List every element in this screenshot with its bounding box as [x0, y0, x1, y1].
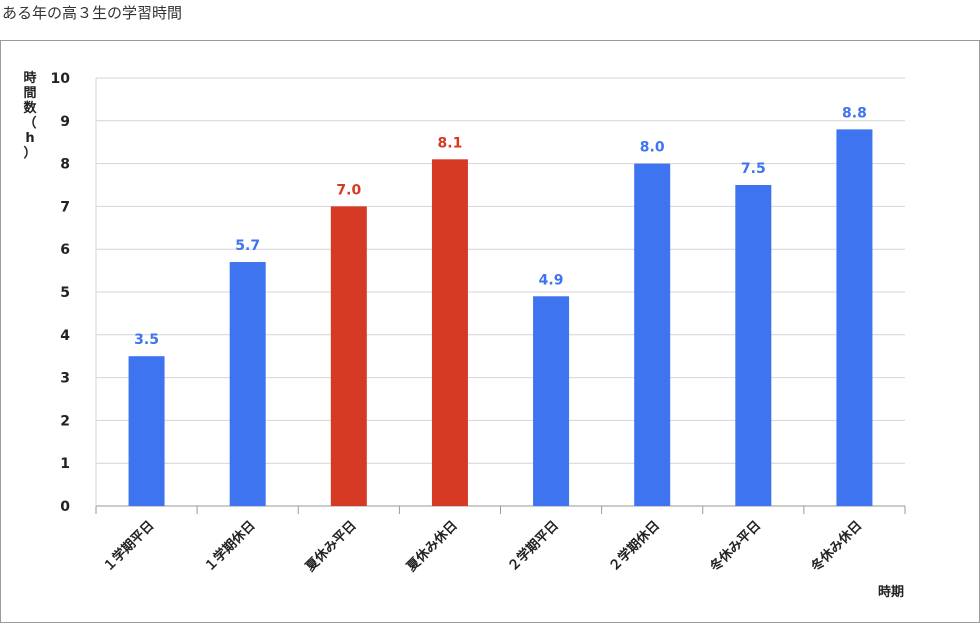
y-tick-label: 0	[60, 499, 70, 515]
data-label: 8.1	[438, 135, 463, 151]
x-tick-label: 夏休み休日	[403, 518, 461, 576]
page-title: ある年の高３生の学習時間	[2, 4, 183, 22]
bar	[735, 185, 772, 506]
x-tick-label: 冬休み平日	[707, 518, 764, 575]
y-tick-label: 3	[60, 371, 70, 387]
x-tick-label: １学期休日	[201, 518, 258, 575]
y-tick-label: 8	[60, 157, 70, 173]
bar	[533, 296, 570, 506]
data-label: 7.0	[336, 182, 361, 198]
bar	[431, 159, 468, 506]
bar	[634, 163, 671, 506]
bar	[836, 129, 873, 507]
y-tick-label: 6	[60, 242, 70, 258]
value-labels: 3.5 5.7 7.0 8.1 4.9 8.0 7.5 8.8	[134, 105, 867, 348]
data-label: 8.8	[842, 105, 867, 121]
data-label: 8.0	[640, 140, 665, 156]
y-tick-label: 9	[60, 114, 70, 130]
y-tick-label: 7	[60, 199, 70, 215]
x-tick-label: 夏休み平日	[302, 518, 360, 576]
y-tick-label: 10	[51, 71, 71, 87]
y-axis-title-text: 時間数（ h）	[23, 70, 37, 161]
x-tick-label: １学期平日	[100, 518, 157, 575]
grid-lines	[95, 77, 905, 507]
y-axis-title: 時間数（ h）	[23, 70, 37, 161]
data-label: 5.7	[235, 238, 260, 254]
y-tick-label: 1	[60, 456, 70, 472]
bar	[229, 262, 266, 506]
x-tick-label: ２学期平日	[505, 518, 562, 575]
data-label: 7.5	[741, 161, 766, 177]
y-tick-label: 5	[60, 285, 70, 301]
bar	[330, 206, 367, 506]
y-tick-label: 2	[60, 413, 70, 429]
bars	[128, 129, 873, 507]
y-tick-labels: 0 1 2 3 4 5 6 7 8 9 10	[51, 71, 71, 515]
data-label: 3.5	[134, 332, 159, 348]
y-tick-label: 4	[60, 328, 70, 344]
x-tick-labels: １学期平日 １学期休日 夏休み平日 夏休み休日 ２学期平日 ２学期休日 冬休み平日 冬休み休日	[95, 506, 906, 576]
x-tick-label: 冬休み休日	[808, 518, 865, 575]
bar	[128, 356, 165, 506]
data-label: 4.9	[539, 272, 564, 288]
x-tick-label: ２学期休日	[606, 518, 663, 575]
x-axis-title: 時期	[878, 584, 904, 600]
